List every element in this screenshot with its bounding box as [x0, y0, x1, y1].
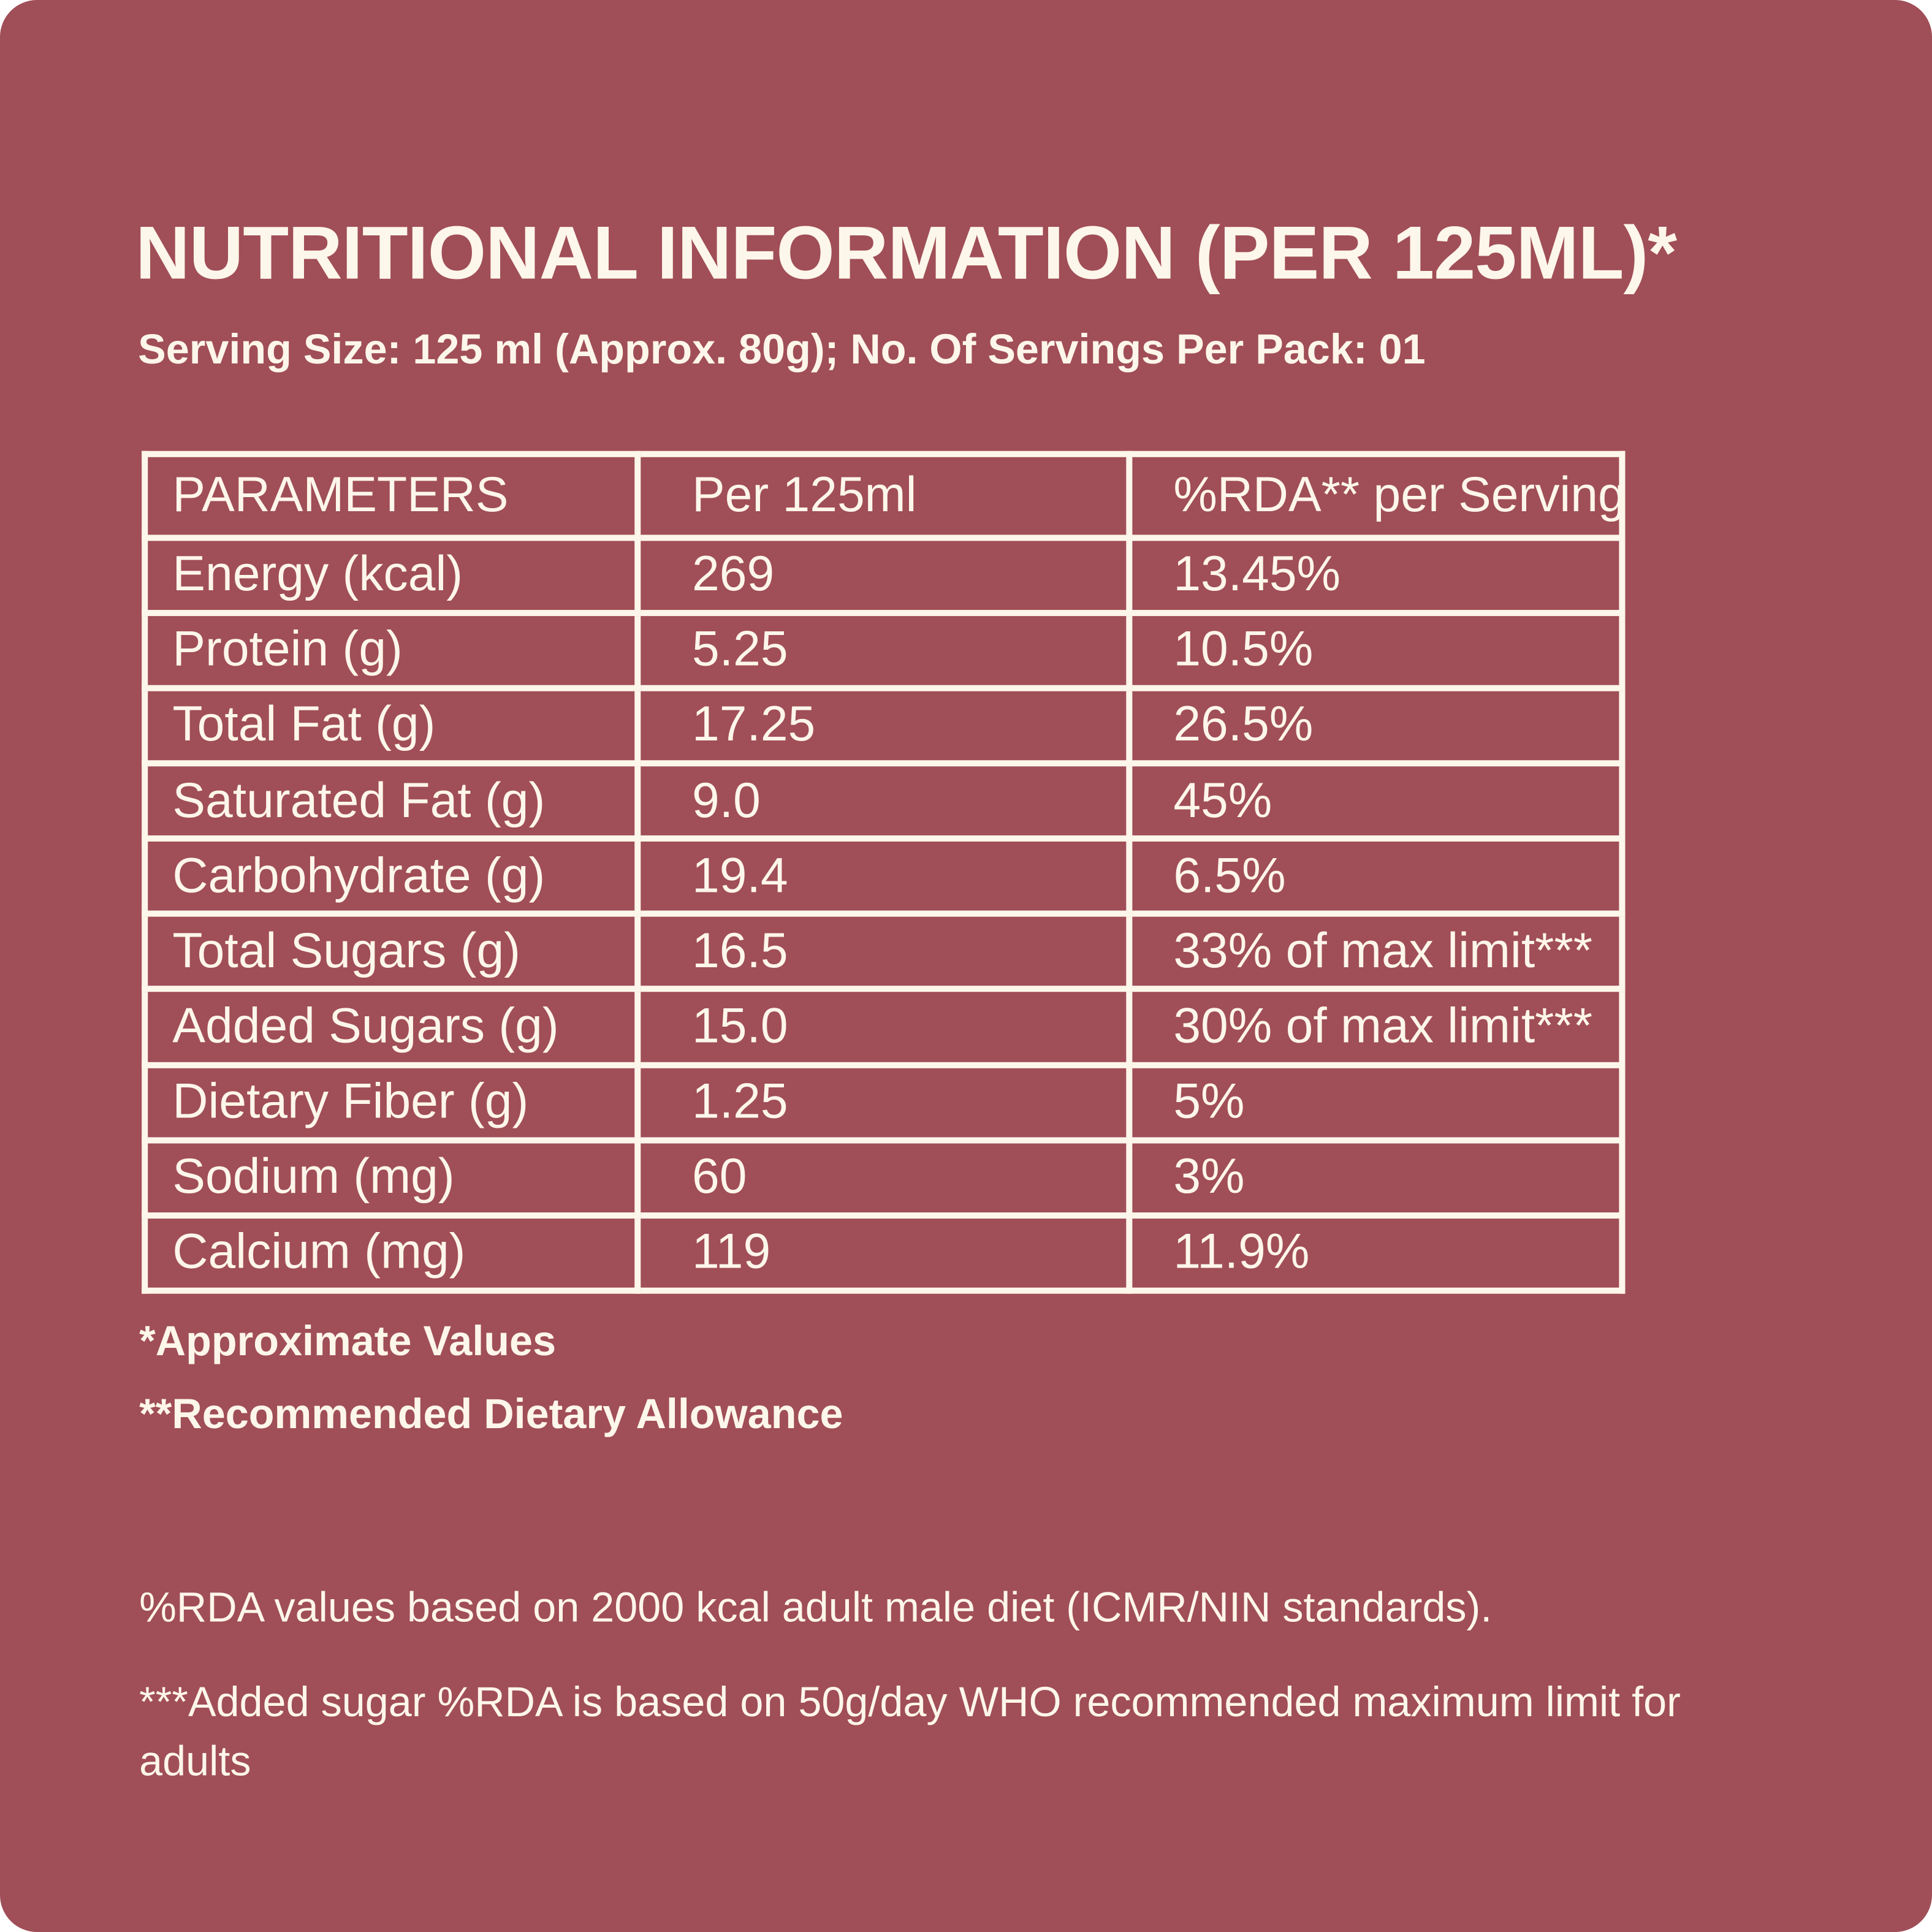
cell: Carbohydrate (g): [142, 835, 641, 918]
header-cell: PARAMETERS: [142, 451, 641, 541]
table-row: Carbohydrate (g) 19.4 6.5%: [142, 835, 1626, 918]
cell: 30% of max limit***: [1126, 986, 1626, 1068]
cell: 19.4: [634, 835, 1133, 918]
nutrition-table: PARAMETERS Per 125ml %RDA** per Serving Ene…: [142, 451, 1626, 1294]
table-row: Total Sugars (g) 16.5 33% of max limit***: [142, 911, 1626, 993]
cell: 26.5%: [1126, 685, 1626, 767]
table-row: Total Fat (g) 17.25 26.5%: [142, 685, 1626, 767]
cell: Calcium (mg): [142, 1212, 641, 1294]
cell: Saturated Fat (g): [142, 760, 641, 842]
note: %RDA values based on 2000 kcal adult mal…: [139, 1584, 1493, 1632]
cell: 13.45%: [1126, 534, 1626, 616]
cell: Protein (g): [142, 609, 641, 691]
cell: 17.25: [634, 685, 1133, 767]
cell: 119: [634, 1212, 1133, 1294]
cell: Dietary Fiber (g): [142, 1061, 641, 1143]
cell: 6.5%: [1126, 835, 1626, 918]
cell: Sodium (mg): [142, 1136, 641, 1219]
table-row: Energy (kcal) 269 13.45%: [142, 534, 1626, 616]
cell: 16.5: [634, 911, 1133, 993]
cell: 10.5%: [1126, 609, 1626, 691]
table-row: Sodium (mg) 60 3%: [142, 1136, 1626, 1219]
header-row: PARAMETERS Per 125ml %RDA** per Serving: [142, 451, 1626, 541]
header-cell: %RDA** per Serving: [1126, 451, 1626, 541]
header-cell: Per 125ml: [634, 451, 1133, 541]
cell: 1.25: [634, 1061, 1133, 1143]
cell: Total Fat (g): [142, 685, 641, 767]
cell: 9.0: [634, 760, 1133, 842]
cell: 5%: [1126, 1061, 1626, 1143]
cell: 269: [634, 534, 1133, 616]
title: NUTRITIONAL INFORMATION (PER 125ML)*: [135, 210, 1677, 295]
table-row: Saturated Fat (g) 9.0 45%: [142, 760, 1626, 842]
cell: 5.25: [634, 609, 1133, 691]
cell: 15.0: [634, 986, 1133, 1068]
note: ***Added sugar %RDA is based on 50g/day …: [139, 1679, 1681, 1786]
cell: 33% of max limit***: [1126, 911, 1626, 993]
cell: 45%: [1126, 760, 1626, 842]
footnote: *Approximate Values: [139, 1318, 557, 1366]
subtitle: Serving Size: 125 ml (Approx. 80g); No. …: [138, 326, 1426, 374]
cell: 60: [634, 1136, 1133, 1219]
footnote: **Recommended Dietary Allowance: [139, 1391, 843, 1438]
table-row: Calcium (mg) 119 11.9%: [142, 1212, 1626, 1294]
table-row: Protein (g) 5.25 10.5%: [142, 609, 1626, 691]
cell: Added Sugars (g): [142, 986, 641, 1068]
table-row: Dietary Fiber (g) 1.25 5%: [142, 1061, 1626, 1143]
cell: 3%: [1126, 1136, 1626, 1219]
cell: Total Sugars (g): [142, 911, 641, 993]
cell: 11.9%: [1126, 1212, 1626, 1294]
cell: Energy (kcal): [142, 534, 641, 616]
table-row: Added Sugars (g) 15.0 30% of max limit***: [142, 986, 1626, 1068]
